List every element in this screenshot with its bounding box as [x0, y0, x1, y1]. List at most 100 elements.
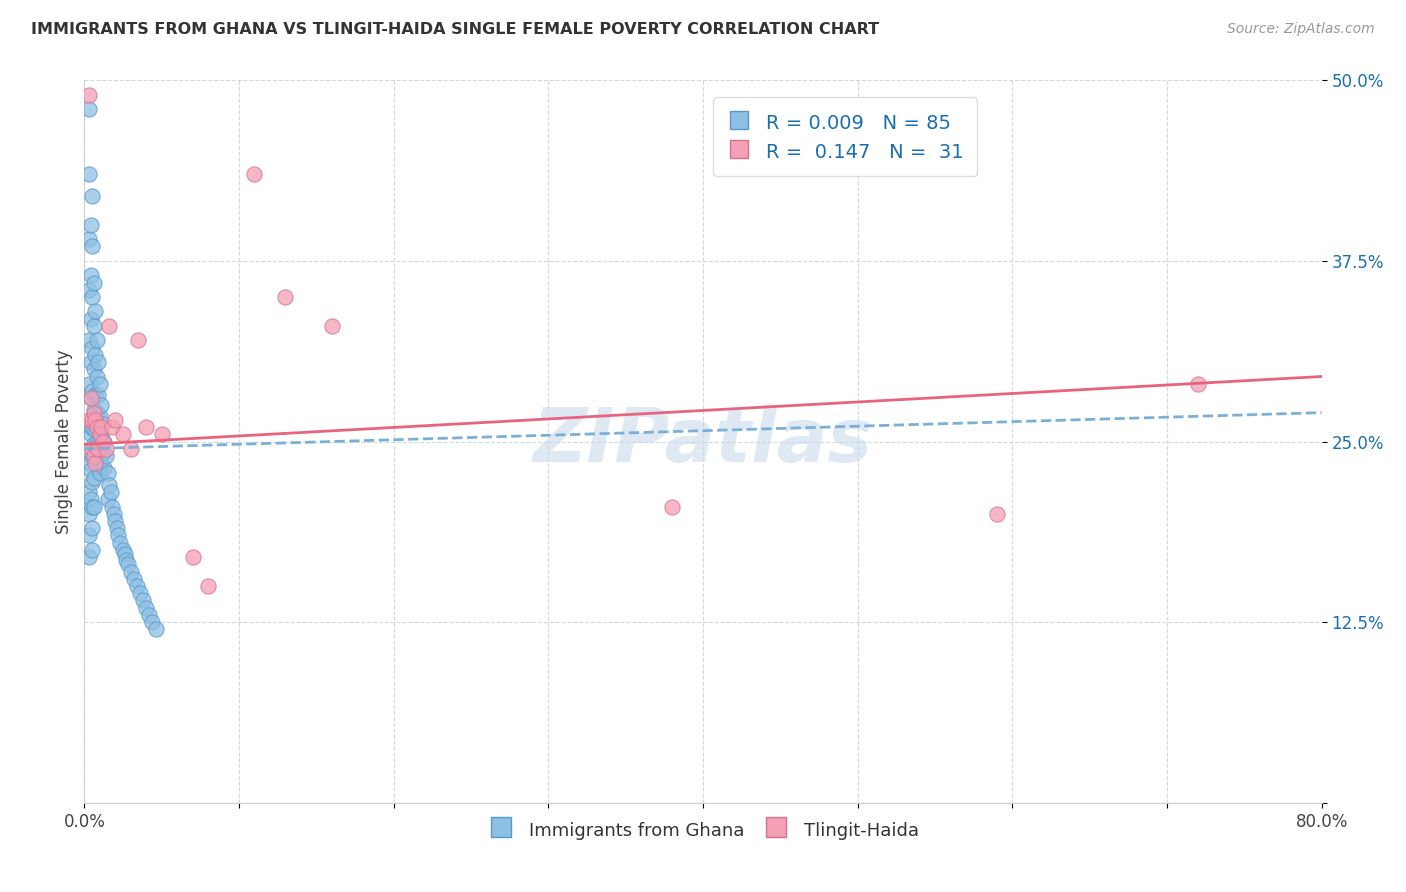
Point: [82, 420, 104, 434]
Point: [101, 420, 124, 434]
Point: [321, 318, 343, 333]
Point: [112, 427, 135, 442]
Text: IMMIGRANTS FROM GHANA VS TLINGIT-HAIDA SINGLE FEMALE POVERTY CORRELATION CHART: IMMIGRANTS FROM GHANA VS TLINGIT-HAIDA S…: [31, 22, 879, 37]
Point: [77, 232, 100, 246]
Point: [120, 565, 142, 579]
Point: [83, 402, 105, 417]
Point: [82, 341, 104, 355]
Point: [87, 355, 110, 369]
Point: [93, 460, 115, 475]
Point: [82, 449, 104, 463]
Point: [77, 413, 100, 427]
Point: [82, 521, 104, 535]
Point: [77, 485, 100, 500]
Point: [82, 475, 104, 489]
Point: [90, 427, 112, 442]
Point: [94, 442, 117, 456]
Point: [77, 376, 100, 391]
Point: [274, 290, 297, 304]
Point: [77, 334, 100, 348]
Point: [79, 463, 101, 477]
Point: [120, 442, 142, 456]
Point: [87, 449, 110, 463]
Point: [87, 420, 110, 434]
Point: [107, 528, 129, 542]
Point: [132, 593, 155, 607]
Point: [112, 542, 135, 557]
Point: [79, 268, 101, 283]
Point: [89, 376, 111, 391]
Point: [138, 607, 160, 622]
Point: [77, 456, 100, 470]
Point: [84, 348, 107, 362]
Point: [117, 558, 139, 572]
Point: [77, 528, 100, 542]
Point: [104, 413, 127, 427]
Point: [86, 334, 108, 348]
Point: [89, 437, 111, 451]
Point: [197, 579, 219, 593]
Point: [94, 449, 117, 463]
Point: [83, 406, 105, 420]
Point: [114, 547, 136, 561]
Point: [83, 318, 105, 333]
Point: [77, 507, 100, 521]
Point: [79, 311, 101, 326]
Point: [90, 398, 112, 412]
Point: [90, 420, 112, 434]
Point: [101, 500, 124, 514]
Point: [91, 417, 114, 432]
Point: [91, 446, 114, 460]
Point: [83, 500, 105, 514]
Point: [79, 492, 101, 507]
Point: [86, 420, 108, 434]
Point: [77, 283, 100, 297]
Point: [84, 423, 107, 437]
Point: [79, 427, 101, 442]
Point: [105, 521, 128, 535]
Y-axis label: Single Female Poverty: Single Female Poverty: [55, 350, 73, 533]
Point: [89, 427, 111, 442]
Point: [84, 388, 107, 402]
Point: [79, 355, 101, 369]
Point: [86, 437, 108, 451]
Legend: Immigrants from Ghana, Tlingit-Haida: Immigrants from Ghana, Tlingit-Haida: [479, 812, 927, 848]
Point: [84, 413, 107, 427]
Point: [661, 500, 683, 514]
Point: [77, 550, 100, 565]
Point: [141, 615, 163, 630]
Point: [89, 467, 111, 481]
Point: [79, 391, 101, 405]
Point: [86, 369, 108, 384]
Point: [82, 290, 104, 304]
Point: [83, 449, 105, 463]
Point: [108, 535, 131, 549]
Point: [129, 586, 152, 600]
Point: [127, 334, 149, 348]
Point: [243, 167, 266, 181]
Point: [96, 467, 118, 481]
Point: [82, 542, 104, 557]
Point: [84, 456, 107, 470]
Point: [135, 420, 157, 434]
Point: [98, 318, 121, 333]
Point: [83, 437, 105, 451]
Point: [100, 485, 122, 500]
Point: [115, 553, 138, 567]
Point: [82, 413, 104, 427]
Point: [98, 478, 121, 492]
Point: [77, 87, 100, 102]
Point: [104, 514, 127, 528]
Point: [82, 384, 104, 398]
Point: [82, 239, 104, 253]
Point: [83, 362, 105, 376]
Point: [90, 456, 112, 470]
Point: [181, 550, 204, 565]
Point: [77, 167, 100, 181]
Point: [96, 492, 118, 507]
Point: [82, 442, 104, 456]
Point: [77, 420, 100, 434]
Point: [82, 500, 104, 514]
Point: [135, 600, 157, 615]
Point: [83, 276, 105, 290]
